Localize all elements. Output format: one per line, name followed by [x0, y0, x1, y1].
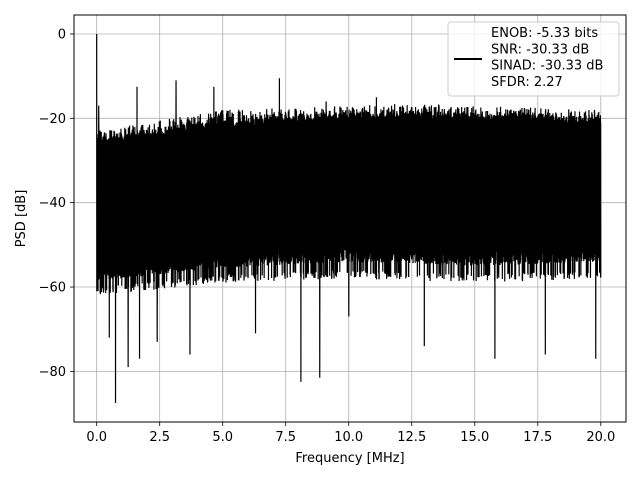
legend-enob: ENOB: -5.33 bits — [491, 26, 598, 41]
y-tick-label-2: −40 — [39, 196, 66, 211]
x-tick-label-7: 17.5 — [523, 430, 552, 445]
legend-sfdr: SFDR: 2.27 — [491, 75, 563, 90]
legend-box — [447, 21, 620, 97]
y-axis: 0 −20 −40 −60 −80 — [39, 27, 74, 380]
y-tick-label-4: −80 — [39, 365, 66, 380]
psd-series-line — [96, 33, 602, 404]
y-tick-label-1: −20 — [39, 112, 66, 127]
legend: ENOB: -5.33 bits SNR: -30.33 dB SINAD: -… — [447, 21, 620, 97]
x-tick-label-1: 2.5 — [149, 430, 170, 445]
y-axis-label: PSD [dB] — [14, 190, 29, 248]
x-axis-label: Frequency [MHz] — [295, 451, 404, 466]
x-tick-label-8: 20.0 — [586, 430, 615, 445]
x-tick-label-3: 7.5 — [275, 430, 296, 445]
y-tick-label-3: −60 — [39, 281, 66, 296]
x-tick-label-5: 12.5 — [397, 430, 426, 445]
axes-frame — [73, 14, 627, 423]
x-tick-label-2: 5.0 — [212, 430, 233, 445]
legend-snr: SNR: -30.33 dB — [491, 42, 589, 57]
x-tick-label-0: 0.0 — [86, 430, 107, 445]
plot-area — [96, 33, 602, 404]
legend-sinad: SINAD: -30.33 dB — [491, 59, 603, 74]
x-tick-label-4: 10.0 — [334, 430, 363, 445]
x-axis: 0.0 2.5 5.0 7.5 10.0 12.5 15.0 17.5 20.0 — [86, 422, 615, 445]
y-tick-label-0: 0 — [58, 27, 66, 42]
x-tick-label-6: 15.0 — [460, 430, 489, 445]
